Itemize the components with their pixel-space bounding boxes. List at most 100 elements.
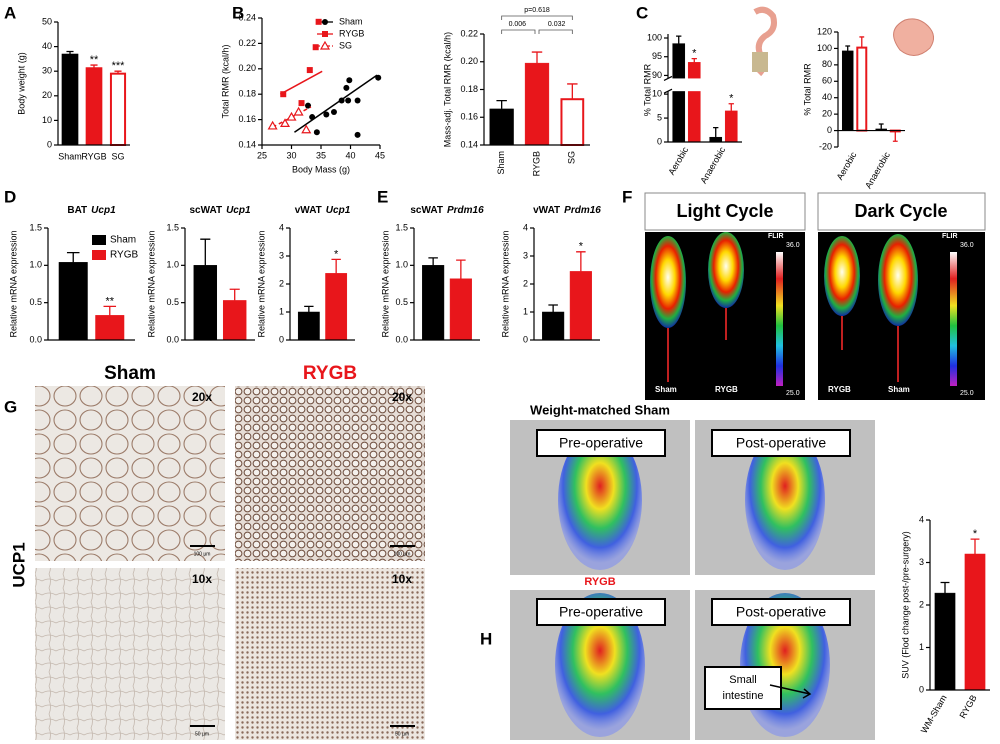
point [279,118,291,128]
axis-break [663,75,673,94]
y-axis-label: Relative mRNA expression [146,230,156,337]
scale-label: 25.0 [960,390,974,397]
significance: * [334,248,339,260]
gene-name: Ucp1 [91,205,116,216]
significance: ** [105,295,114,307]
point [338,97,345,104]
y-tick-label: 120 [817,26,832,36]
x-tick-label: 40 [345,150,355,160]
x-tick-label: Aerobic [835,150,859,182]
title-text: vWAT [295,205,322,216]
y-tick-label: 1.0 [166,260,179,270]
comparison-label: 0.006 [509,21,527,28]
magnification: 10x [392,572,412,586]
error-bar [548,304,558,312]
error-bar [845,45,851,51]
y-tick-label: 0.16 [238,114,256,124]
error-bar [114,70,122,74]
panel-letter: H [480,629,492,648]
image-label: Sham [655,385,677,394]
x-tick-label: Anaerobic [863,150,892,191]
panel-letter: E [377,187,388,206]
panel-letter: A [4,3,16,22]
brand-label: FLIR [768,233,784,240]
bar [193,265,218,341]
error-bar [66,251,80,263]
y-tick-label: 3 [523,250,528,260]
y-tick-label: 0.22 [238,38,256,48]
bar [560,98,585,146]
group-heading: RYGB [303,363,357,384]
gene-name: Ucp1 [226,205,251,216]
chart-title: vWAT Ucp1 [295,205,351,216]
y-tick-label: 20 [822,109,832,119]
error-bar [878,123,884,129]
point [323,111,330,118]
legend-marker [322,19,328,25]
axis-gap [669,78,743,92]
significance: * [579,241,584,253]
y-tick-label: 10 [652,89,662,99]
legend-label: SG [339,40,352,50]
title-text: BAT [67,205,87,216]
legend-label: Sham [110,235,136,246]
point [313,129,320,136]
comparison-label: p=0.618 [524,7,550,14]
y-tick-label: 20 [42,90,52,100]
error-bar [229,288,240,301]
y-tick-label: 0.0 [395,334,408,344]
y-tick-label: -20 [819,141,832,151]
error-bar [90,64,98,68]
y-axis-label: Total RMR (kcal/h) [220,44,230,118]
error-bar [970,538,980,554]
y-axis-label: Relative mRNA expression [380,230,390,337]
y-axis-label: Mass-adj. Total RMR (kcal/h) [442,32,452,147]
bar [687,62,701,143]
point [354,97,361,104]
error-bar [859,36,865,48]
bar [672,43,686,143]
bar [856,46,868,132]
y-tick-label: 3 [919,557,924,567]
legend-label: Sham [339,16,363,26]
stage-label: Post-operative [736,604,826,620]
anatomy-illustration [752,6,934,77]
x-tick-label: 30 [286,150,296,160]
point [286,111,297,121]
x-axis-label: Body Mass (g) [292,164,350,174]
point [293,106,304,116]
stage-label: Pre-operative [559,435,643,451]
bar [841,50,854,131]
bar [542,311,565,341]
scale-bar-label: 100 µm [194,551,211,557]
y-tick-label: 4 [279,222,284,232]
gene-name: Prdm16 [447,205,484,216]
panel-letter: B [232,3,244,22]
y-tick-label: 40 [42,41,52,51]
x-tick-label: RYGB [81,151,106,161]
y-tick-label: 3 [279,250,284,260]
bar [449,278,472,341]
bar [95,315,125,341]
error-bar [456,259,466,279]
stage-label: Pre-operative [559,604,643,620]
x-tick-label: 45 [375,150,385,160]
y-tick-label: 10 [42,115,52,125]
y-tick-label: 60 [822,76,832,86]
comparison-bracket [538,29,573,34]
bar [934,592,956,691]
error-bar [331,258,341,274]
y-tick-label: 40 [822,92,832,102]
scale-label: 36.0 [960,242,974,249]
panel-heading: Dark Cycle [854,201,947,221]
title-text: scWAT [189,205,222,216]
point [330,108,337,115]
chart-title: vWAT Prdm16 [533,205,601,216]
error-bar [531,51,543,64]
chart-title: BAT Ucp1 [67,205,116,216]
gene-name: Ucp1 [326,205,351,216]
point [309,114,316,121]
y-tick-label: 2 [919,599,924,609]
bar [569,271,592,341]
point [280,91,287,98]
